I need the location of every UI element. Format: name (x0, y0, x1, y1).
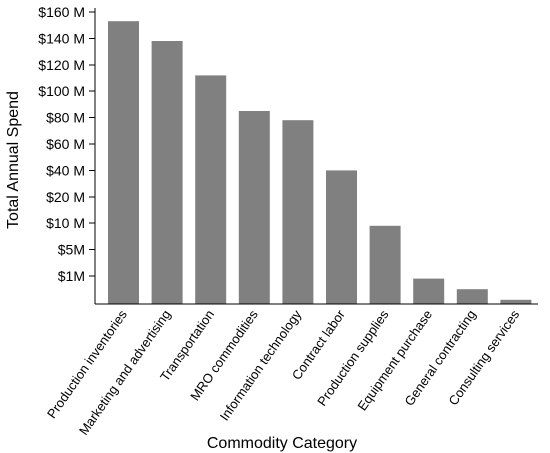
bar (369, 225, 401, 304)
x-tick-label: Equipment purchase (354, 307, 435, 413)
y-tick-label: $60 M (46, 136, 85, 152)
y-tick-label: $160 M (38, 4, 85, 20)
bar (195, 75, 227, 305)
y-axis-title: Total Annual Spend (5, 91, 22, 229)
y-tick-label: $80 M (46, 110, 85, 126)
bar (282, 120, 314, 304)
bar (413, 278, 445, 304)
x-tick-label: Production inventories (44, 307, 130, 421)
y-tick-label: $40 M (46, 162, 85, 178)
y-tick-label: $140 M (38, 30, 85, 46)
bars (108, 21, 532, 305)
y-tick-label: $20 M (46, 189, 85, 205)
y-tick-label: $100 M (38, 83, 85, 99)
bar (456, 289, 488, 304)
x-axis-title: Commodity Category (207, 435, 357, 452)
y-tick-label: $1M (58, 268, 85, 284)
bar (108, 21, 139, 304)
x-tick-label: Information technology (217, 307, 305, 424)
bar (326, 170, 357, 304)
y-axis: $160 M $140 M $120 M $100 M $80 M $60 M $40 M $… (38, 4, 96, 304)
y-tick-label: $10 M (46, 215, 85, 231)
bar (151, 41, 183, 304)
bar (500, 299, 532, 304)
y-tick-label: $120 M (38, 57, 85, 73)
bar (238, 111, 270, 304)
y-tick-label: $5M (58, 242, 85, 258)
